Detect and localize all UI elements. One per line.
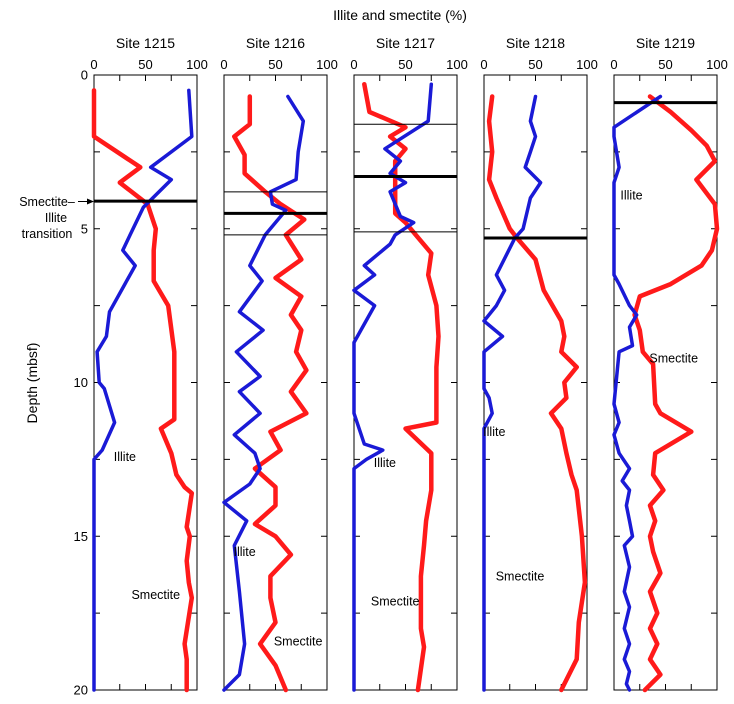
smectite-series-3 xyxy=(362,81,441,693)
x-tick-label-3-50: 50 xyxy=(398,57,412,72)
x-tick-label-4-0: 0 xyxy=(480,57,487,72)
illite-series-4 xyxy=(482,94,543,692)
x-tick-label-3-100: 100 xyxy=(446,57,468,72)
illite-series-5 xyxy=(612,94,663,692)
y-tick-label-5: 5 xyxy=(81,221,88,236)
x-tick-label-1-0: 0 xyxy=(90,57,97,72)
x-tick-label-2-100: 100 xyxy=(316,57,338,72)
site-title-5: Site 1219 xyxy=(636,35,695,51)
x-tick-label-3-0: 0 xyxy=(350,57,357,72)
y-tick-label-20: 20 xyxy=(74,683,88,698)
series-label-2-2: Smectite xyxy=(274,634,323,648)
series-label-4-1: Illite xyxy=(483,425,505,439)
y-axis-label: Depth (mbsf) xyxy=(24,343,40,424)
site-title-4: Site 1218 xyxy=(506,35,565,51)
site-title-3: Site 1217 xyxy=(376,35,435,51)
x-tick-label-2-50: 50 xyxy=(268,57,282,72)
x-tick-label-1-100: 100 xyxy=(186,57,208,72)
smectite-series-4 xyxy=(486,94,588,693)
transition-annotation-line1: Smectite– xyxy=(19,195,75,209)
y-tick-label-0: 0 xyxy=(81,68,88,83)
transition-arrowhead xyxy=(87,198,94,205)
series-label-1-1: Illite xyxy=(114,450,136,464)
transition-annotation-line3: transition xyxy=(22,227,73,241)
series-label-5-2: Smectite xyxy=(649,351,698,365)
smectite-series-5 xyxy=(632,94,720,693)
x-tick-label-4-50: 50 xyxy=(528,57,542,72)
x-tick-label-5-0: 0 xyxy=(610,57,617,72)
series-label-3-1: Illite xyxy=(374,456,396,470)
site-title-1: Site 1215 xyxy=(116,35,175,51)
series-label-4-2: Smectite xyxy=(496,570,545,584)
x-tick-label-5-50: 50 xyxy=(658,57,672,72)
illite-series-2 xyxy=(222,94,306,692)
series-label-5-1: Illite xyxy=(620,188,642,202)
transition-annotation: Smectite– Illite transition xyxy=(19,195,94,241)
y-tick-label-15: 15 xyxy=(74,529,88,544)
x-tick-label-2-0: 0 xyxy=(220,57,227,72)
panel-frame-5 xyxy=(613,74,718,691)
panel-frame-4 xyxy=(483,74,588,691)
transition-annotation-line2: Illite xyxy=(45,211,67,225)
series-label-3-2: Smectite xyxy=(371,594,420,608)
y-tick-label-10: 10 xyxy=(74,375,88,390)
x-tick-label-5-100: 100 xyxy=(706,57,728,72)
series-label-2-1: Illite xyxy=(233,545,255,559)
illite-series-3 xyxy=(352,82,434,692)
x-tick-label-1-50: 50 xyxy=(138,57,152,72)
site-title-2: Site 1216 xyxy=(246,35,305,51)
x-tick-label-4-100: 100 xyxy=(576,57,598,72)
series-label-1-2: Smectite xyxy=(131,588,180,602)
smectite-series-2 xyxy=(232,94,309,693)
illite-series-1 xyxy=(92,88,194,692)
chart-title: Illite and smectite (%) xyxy=(333,7,467,23)
